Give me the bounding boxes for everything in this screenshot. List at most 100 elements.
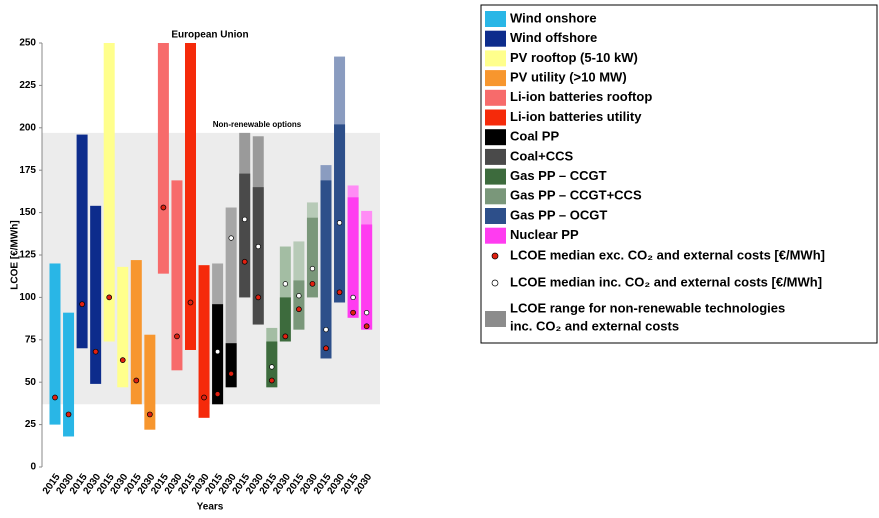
median-inc-marker	[214, 349, 221, 355]
median-exc-marker	[187, 299, 194, 306]
y-tick-label: 250	[19, 38, 36, 49]
median-inc-marker	[296, 293, 302, 299]
legend-box	[480, 4, 878, 344]
median-exc-marker	[133, 377, 140, 384]
median-exc-marker	[160, 204, 167, 211]
legend-label: LCOE range for non-renewable technologie…	[510, 300, 785, 315]
y-tick-label: 175	[19, 165, 36, 176]
range-bar-inc	[279, 246, 291, 342]
range-bar	[144, 334, 156, 430]
legend-swatch	[485, 109, 506, 126]
median-exc-marker	[323, 345, 329, 352]
median-exc-marker	[201, 394, 207, 401]
median-inc-marker	[255, 243, 261, 250]
legend-swatch	[485, 148, 506, 165]
range-bar	[252, 187, 264, 325]
median-exc-marker	[79, 301, 85, 308]
legend-label: Coal PP	[510, 129, 559, 144]
median-exc-marker	[350, 309, 356, 316]
legend-swatch	[485, 129, 506, 146]
legend-swatch	[485, 311, 506, 327]
median-exc-marker	[296, 306, 302, 313]
range-bar	[157, 43, 169, 274]
range-bar	[320, 180, 332, 359]
legend-label: PV utility (>10 MW)	[510, 70, 627, 85]
legend-swatch	[485, 188, 506, 205]
legend-swatch	[485, 89, 506, 106]
median-exc-marker	[336, 289, 343, 296]
legend-marker	[491, 279, 499, 287]
y-tick-label: 125	[19, 250, 36, 261]
median-exc-marker	[255, 294, 262, 301]
legend-label: Wind onshore	[510, 10, 597, 25]
legend-swatch	[485, 30, 506, 47]
median-inc-marker	[350, 294, 356, 301]
range-bar	[103, 43, 115, 342]
y-tick-label: 200	[19, 122, 36, 133]
median-exc-marker	[241, 258, 248, 265]
annotation: Non-renewable options	[213, 120, 302, 129]
legend-label: Nuclear PP	[510, 227, 579, 242]
y-tick-label: 225	[19, 80, 36, 91]
y-tick-label: 0	[30, 462, 36, 473]
legend-swatch	[485, 168, 506, 185]
legend-label: Gas PP – CCGT+CCS	[510, 188, 642, 203]
range-bar	[76, 134, 88, 349]
legend-label: Gas PP – CCGT	[510, 168, 607, 183]
range-bar	[63, 312, 75, 437]
legend-label: Wind offshore	[510, 30, 597, 45]
range-bar	[90, 205, 102, 384]
legend-label: PV rooftop (5-10 kW)	[510, 50, 638, 65]
median-inc-marker	[323, 326, 329, 333]
y-axis-label: LCOE [€/MWh]	[10, 220, 21, 289]
range-bar	[198, 265, 210, 418]
median-inc-marker	[364, 310, 370, 316]
legend-swatch	[485, 70, 506, 87]
median-inc-marker	[282, 281, 289, 287]
range-bar	[239, 173, 251, 298]
range-bar	[334, 124, 346, 303]
legend-label: Coal+CCS	[510, 148, 574, 163]
range-bar	[171, 180, 183, 371]
y-tick-label: 150	[19, 207, 36, 218]
range-bar	[347, 197, 359, 318]
legend-label: Li-ion batteries rooftop	[510, 89, 652, 104]
legend-label: Li-ion batteries utility	[510, 109, 642, 124]
chart-title: European Union	[171, 30, 248, 41]
median-inc-marker	[336, 220, 343, 226]
legend-marker	[491, 252, 499, 260]
legend-label: inc. CO₂ and external costs	[510, 318, 679, 333]
range-bar	[279, 297, 291, 342]
range-bar	[130, 260, 142, 405]
y-tick-label: 25	[25, 419, 37, 430]
legend-swatch	[485, 227, 506, 244]
median-inc-marker	[228, 235, 234, 241]
range-bar	[306, 217, 318, 298]
median-exc-marker	[174, 333, 180, 340]
median-inc-marker	[269, 364, 275, 370]
median-exc-marker	[214, 391, 221, 397]
legend-swatch	[485, 50, 506, 67]
median-exc-marker	[52, 394, 58, 401]
median-inc-marker	[309, 265, 316, 272]
range-bar	[293, 280, 305, 330]
median-exc-marker	[268, 377, 275, 384]
legend-swatch	[485, 11, 506, 27]
range-bar-inc	[225, 207, 237, 388]
legend-label: LCOE median exc. CO₂ and external costs …	[510, 247, 825, 262]
y-tick-label: 75	[25, 334, 37, 345]
median-exc-marker	[363, 323, 370, 330]
range-bar	[361, 224, 373, 330]
median-inc-marker	[242, 216, 248, 223]
legend-label: LCOE median inc. CO₂ and external costs …	[510, 274, 822, 289]
range-bar	[225, 343, 237, 388]
range-bar	[185, 43, 196, 350]
median-exc-marker	[309, 280, 316, 287]
median-exc-marker	[106, 294, 113, 301]
y-tick-label: 50	[25, 377, 37, 388]
y-tick-label: 100	[19, 292, 36, 303]
median-exc-marker	[282, 333, 289, 340]
median-exc-marker	[228, 370, 234, 377]
range-bar	[117, 266, 129, 388]
